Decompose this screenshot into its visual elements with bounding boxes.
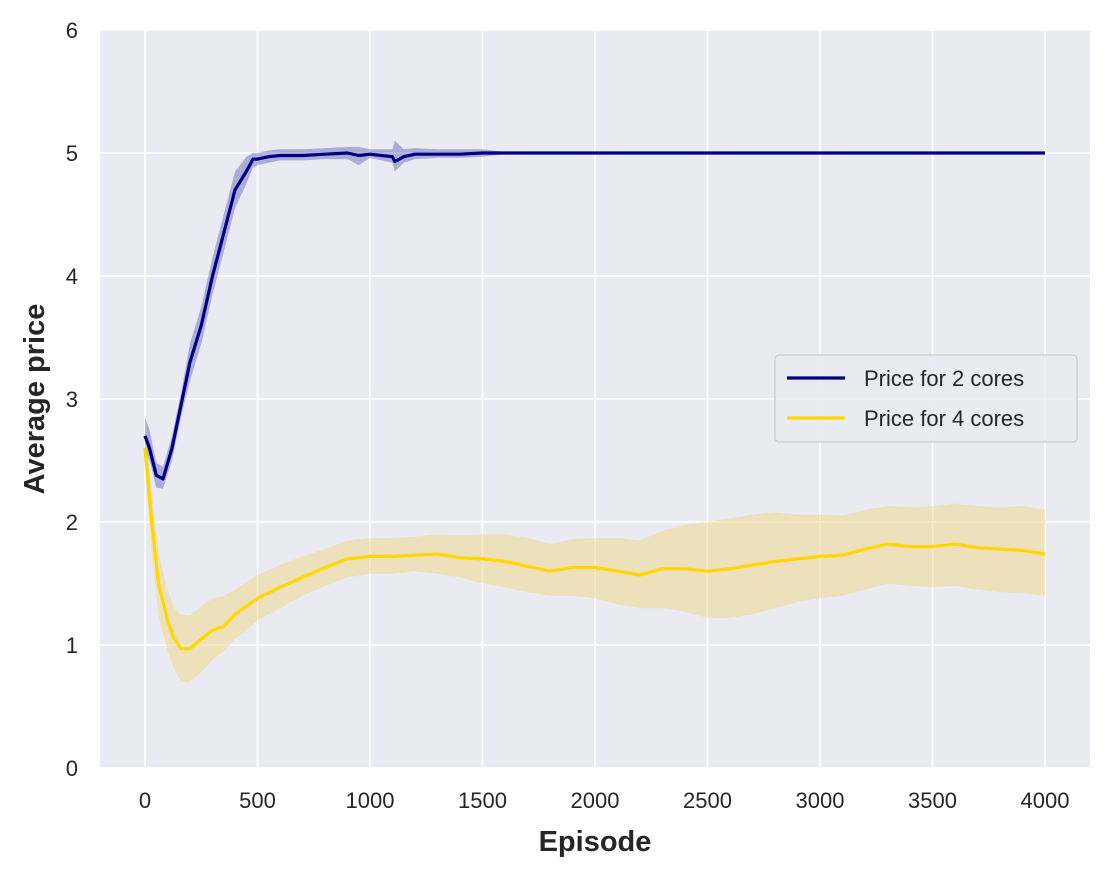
series-1-band [145, 140, 1045, 489]
x-tick-label: 1500 [458, 788, 507, 813]
x-tick-label: 0 [139, 788, 151, 813]
y-tick-label: 5 [66, 141, 78, 166]
y-tick-label: 6 [66, 18, 78, 43]
y-tick-labels: 0 1 2 3 4 5 6 [66, 18, 78, 781]
x-tick-labels: 0 500 1000 1500 2000 2500 3000 3500 4000 [139, 788, 1070, 813]
x-tick-label: 1000 [346, 788, 395, 813]
x-tick-label: 2000 [571, 788, 620, 813]
confidence-bands [145, 140, 1045, 682]
series-2-band [145, 429, 1045, 682]
y-axis-title: Average price [19, 304, 51, 495]
legend: Price for 2 cores Price for 4 cores [774, 354, 1078, 443]
series-lines [143, 151, 1046, 651]
y-tick-label: 0 [66, 756, 78, 781]
legend-frame [774, 354, 1078, 443]
series-2-line [143, 448, 1046, 651]
x-tick-label: 500 [239, 788, 276, 813]
x-axis-title: Episode [539, 826, 652, 858]
y-tick-label: 2 [66, 510, 78, 535]
x-tick-label: 3500 [908, 788, 957, 813]
y-tick-label: 3 [66, 387, 78, 412]
y-tick-label: 4 [66, 264, 78, 289]
x-tick-label: 3000 [796, 788, 845, 813]
series-1-line [143, 151, 1045, 481]
x-tick-label: 4000 [1021, 788, 1070, 813]
x-tick-label: 2500 [683, 788, 732, 813]
legend-label: Price for 2 cores [864, 366, 1024, 391]
legend-label: Price for 4 cores [864, 406, 1024, 431]
y-tick-label: 1 [66, 633, 78, 658]
